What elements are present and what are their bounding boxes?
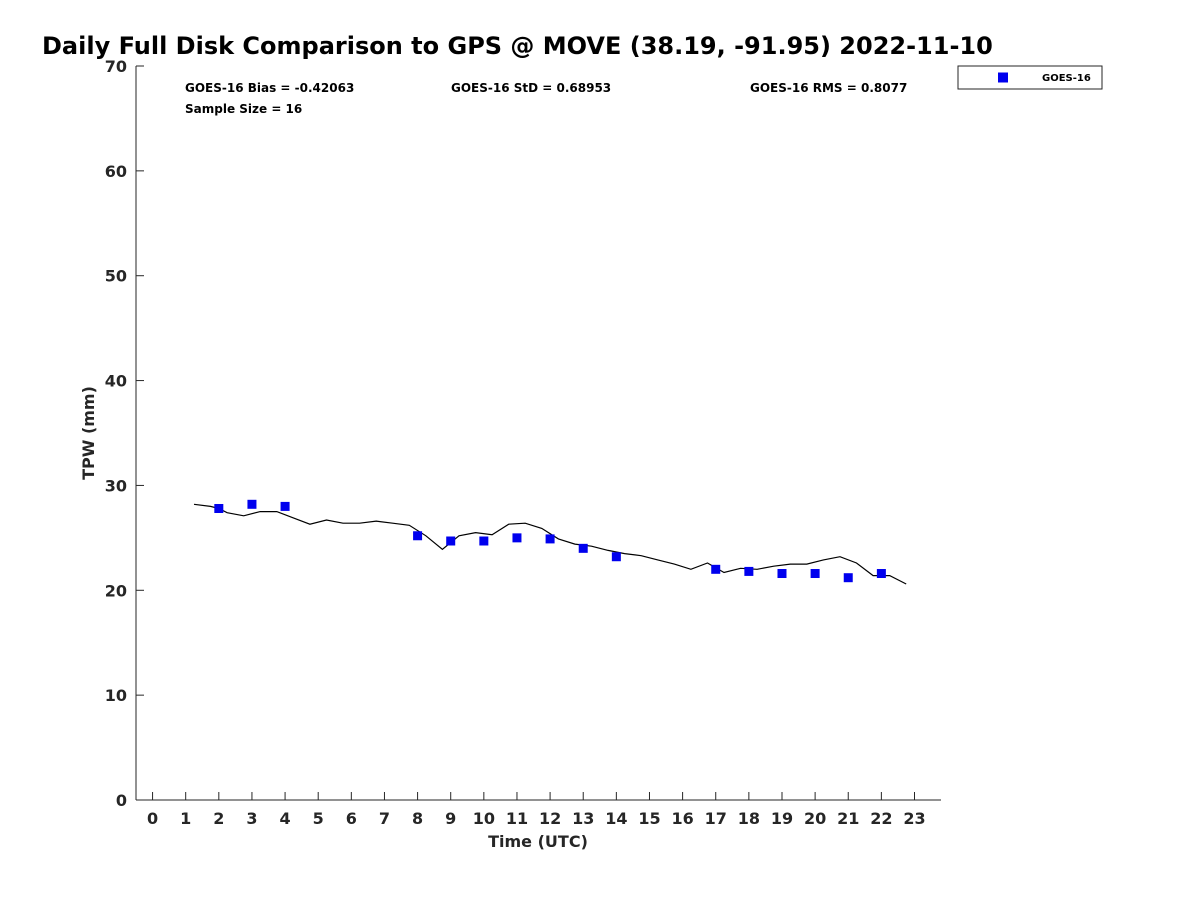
goes16-point: [876, 569, 886, 579]
x-tick-label: 13: [572, 809, 594, 828]
stats-annotations: GOES-16 Bias = -0.42063 GOES-16 StD = 0.…: [185, 81, 907, 116]
chart-title: Daily Full Disk Comparison to GPS @ MOVE…: [42, 32, 993, 60]
goes16-point: [810, 569, 820, 579]
x-axis-label: Time (UTC): [488, 832, 588, 851]
goes16-point: [611, 552, 621, 562]
x-tick-label: 23: [903, 809, 925, 828]
x-tick-label: 2: [213, 809, 224, 828]
y-tick-label: 60: [105, 162, 127, 181]
legend-box: [957, 65, 1103, 90]
legend-label-goes16: GOES-16: [1042, 73, 1091, 84]
x-tick-label: 22: [870, 809, 892, 828]
x-tick-label: 12: [539, 809, 561, 828]
x-tick-label: 5: [313, 809, 324, 828]
x-tick-label: 6: [346, 809, 357, 828]
x-tick-label: 19: [771, 809, 793, 828]
sample-size-stat: Sample Size = 16: [185, 102, 302, 116]
x-tick-label: 4: [280, 809, 291, 828]
x-tick-label: 7: [379, 809, 390, 828]
x-tick-label: 14: [605, 809, 627, 828]
x-tick-label: 3: [246, 809, 257, 828]
x-tick-label: 21: [837, 809, 859, 828]
bias-stat: GOES-16 Bias = -0.42063: [185, 81, 354, 95]
x-tick-label: 8: [412, 809, 423, 828]
y-tick-label: 70: [105, 57, 127, 76]
legend-marker-goes16: [998, 72, 1008, 83]
goes16-point: [479, 536, 489, 546]
goes16-point: [777, 569, 787, 579]
y-tick-label: 50: [105, 267, 127, 286]
gps-line: [193, 503, 907, 585]
goes16-point: [446, 536, 456, 546]
y-tick-label: 40: [105, 372, 127, 391]
goes16-point: [413, 531, 423, 541]
y-tick-label: 10: [105, 686, 127, 705]
goes16-point: [247, 499, 257, 509]
goes16-point: [744, 566, 754, 576]
goes16-point: [545, 534, 555, 544]
y-ticks: 0 10 20 30 40 50 60 70: [105, 57, 144, 810]
legend: GOES-16: [957, 65, 1103, 90]
x-tick-label: 20: [804, 809, 826, 828]
x-tick-label: 1: [180, 809, 191, 828]
goes16-point: [512, 533, 522, 543]
goes16-point: [843, 573, 853, 583]
goes16-point: [578, 543, 588, 553]
y-tick-label: 0: [116, 791, 127, 810]
y-tick-label: 20: [105, 581, 127, 600]
rms-stat: GOES-16 RMS = 0.8077: [750, 81, 907, 95]
x-tick-label: 10: [473, 809, 495, 828]
y-axis-label: TPW (mm): [79, 386, 98, 480]
std-stat: GOES-16 StD = 0.68953: [451, 81, 611, 95]
x-tick-label: 18: [738, 809, 760, 828]
goes16-point: [214, 503, 224, 513]
x-ticks: 0 1 2 3 4 5 6 7 8 9 10 11 12 13 14 15 16 17 18 19 20 21 22 23: [147, 792, 926, 828]
x-tick-label: 0: [147, 809, 158, 828]
x-tick-label: 17: [705, 809, 727, 828]
x-tick-label: 11: [506, 809, 528, 828]
y-tick-label: 30: [105, 476, 127, 495]
goes16-points: [214, 499, 886, 583]
goes16-point: [280, 501, 290, 511]
x-tick-label: 16: [671, 809, 693, 828]
x-tick-label: 15: [638, 809, 660, 828]
gps-line-group: [193, 503, 907, 585]
goes16-point: [711, 564, 721, 574]
x-tick-label: 9: [445, 809, 456, 828]
